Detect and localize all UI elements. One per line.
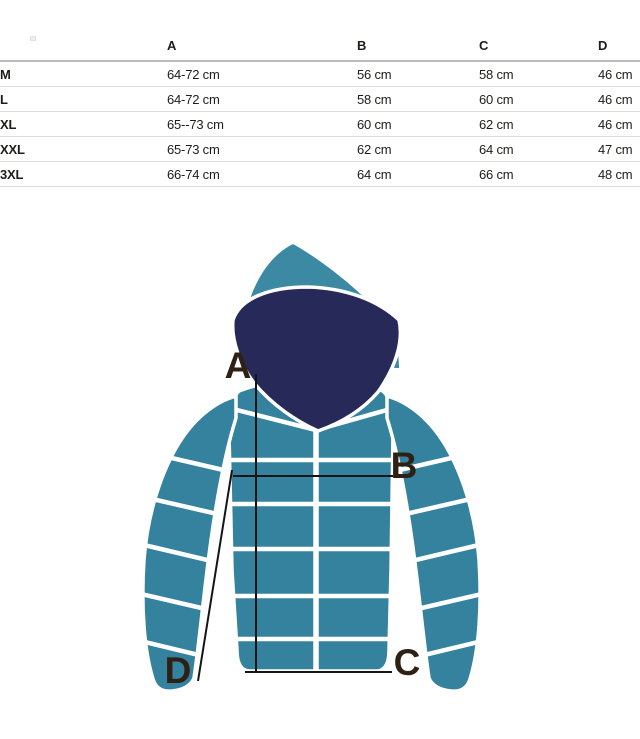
table-row: XXL 65-73 cm 62 cm 64 cm 47 cm xyxy=(0,136,640,162)
col-header-c: C xyxy=(479,0,598,62)
measure-line-d xyxy=(197,469,233,682)
measurement-cell-d: 46 cm xyxy=(598,86,640,112)
measurement-cell-b: 62 cm xyxy=(357,136,479,162)
size-cell: 3XL xyxy=(0,161,167,187)
size-cell: M xyxy=(0,61,167,87)
measure-label-b: B xyxy=(391,445,418,486)
measurement-cell-a: 64-72 cm xyxy=(167,86,357,112)
col-header-size xyxy=(0,0,167,62)
header-row: A B C D xyxy=(0,0,640,62)
measurement-cell-a: 65--73 cm xyxy=(167,111,357,137)
size-table: A B C D M 64-72 cm 56 cm 58 cm 46 cm L 6… xyxy=(0,0,640,187)
col-header-a: A xyxy=(167,0,357,62)
hood-lining xyxy=(230,285,403,433)
measurement-cell-d: 47 cm xyxy=(598,136,640,162)
measurement-cell-a: 64-72 cm xyxy=(167,61,357,87)
measurement-cell-c: 66 cm xyxy=(479,161,598,187)
measure-label-c: C xyxy=(394,642,421,683)
table-row: XL 65--73 cm 60 cm 62 cm 46 cm xyxy=(0,111,640,137)
measure-label-d: D xyxy=(165,650,192,691)
table-row: M 64-72 cm 56 cm 58 cm 46 cm xyxy=(0,61,640,87)
measurement-cell-a: 65-73 cm xyxy=(167,136,357,162)
size-table-header: A B C D xyxy=(0,0,640,62)
measurement-cell-d: 46 cm xyxy=(598,111,640,137)
col-header-d: D xyxy=(598,0,640,62)
measurement-cell-b: 64 cm xyxy=(357,161,479,187)
size-cell: XL xyxy=(0,111,167,137)
col-header-b: B xyxy=(357,0,479,62)
measurement-lines xyxy=(197,374,393,682)
measurement-cell-d: 46 cm xyxy=(598,61,640,87)
measurement-cell-a: 66-74 cm xyxy=(167,161,357,187)
artifact-dot xyxy=(30,36,36,41)
table-row: L 64-72 cm 58 cm 60 cm 46 cm xyxy=(0,86,640,112)
size-table-body: M 64-72 cm 56 cm 58 cm 46 cm L 64-72 cm … xyxy=(0,61,640,187)
measurement-cell-b: 56 cm xyxy=(357,61,479,87)
table-row: 3XL 66-74 cm 64 cm 66 cm 48 cm xyxy=(0,161,640,187)
measurement-cell-b: 60 cm xyxy=(357,111,479,137)
measurement-cell-b: 58 cm xyxy=(357,86,479,112)
measurement-cell-c: 62 cm xyxy=(479,111,598,137)
measurement-cell-c: 60 cm xyxy=(479,86,598,112)
measure-label-a: A xyxy=(225,345,252,386)
size-cell: XXL xyxy=(0,136,167,162)
measurement-cell-c: 58 cm xyxy=(479,61,598,87)
size-cell: L xyxy=(0,86,167,112)
measurement-cell-c: 64 cm xyxy=(479,136,598,162)
measurement-cell-d: 48 cm xyxy=(598,161,640,187)
